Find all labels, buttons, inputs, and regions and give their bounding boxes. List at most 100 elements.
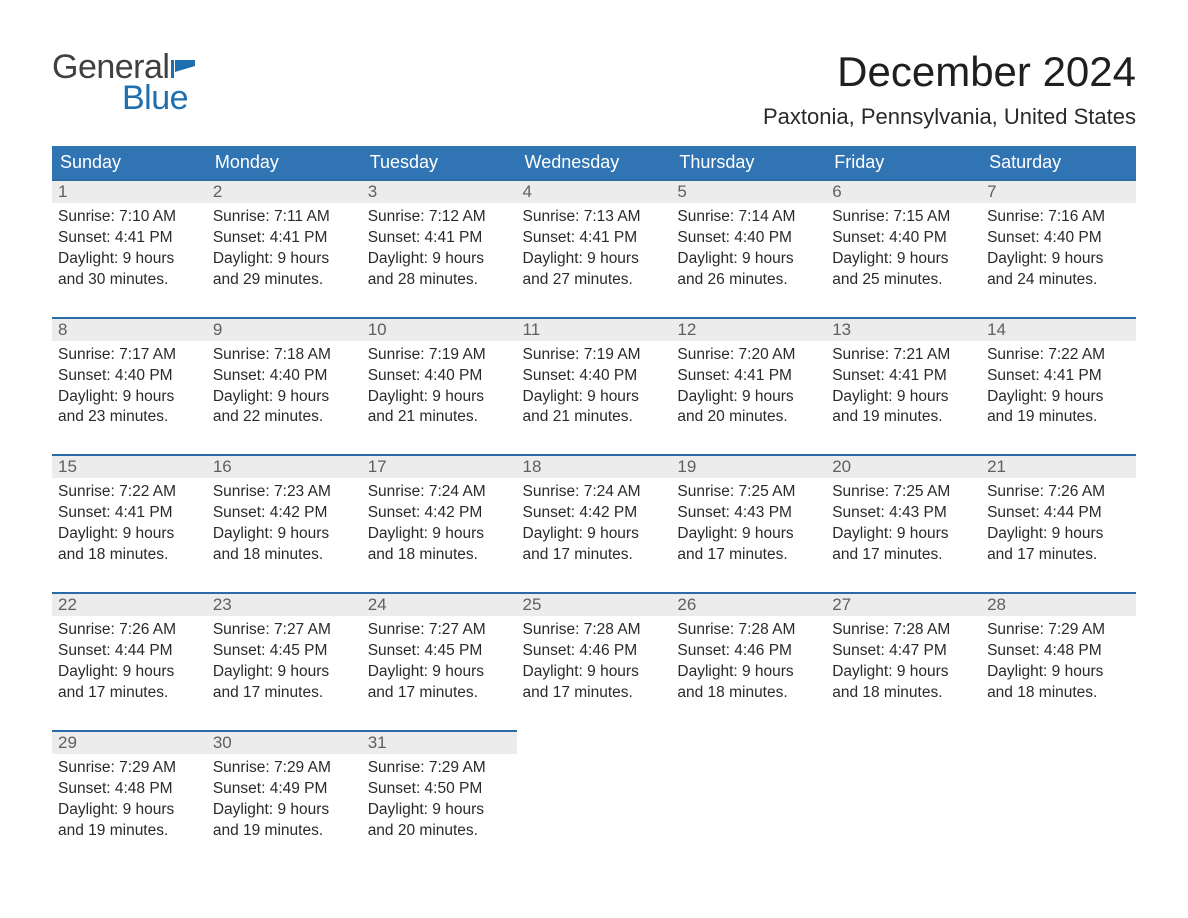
- sunrise-line: Sunrise: 7:24 AM: [368, 482, 511, 503]
- sunset-line: Sunset: 4:40 PM: [58, 366, 201, 387]
- calendar-cell: 31Sunrise: 7:29 AMSunset: 4:50 PMDayligh…: [362, 730, 517, 868]
- daylight-line-2: and 18 minutes.: [677, 683, 820, 704]
- sunrise-line: Sunrise: 7:18 AM: [213, 345, 356, 366]
- calendar-header: SundayMondayTuesdayWednesdayThursdayFrid…: [52, 146, 1136, 179]
- calendar-cell-empty: [826, 730, 981, 868]
- day-details: Sunrise: 7:11 AMSunset: 4:41 PMDaylight:…: [207, 203, 362, 317]
- sunrise-line: Sunrise: 7:11 AM: [213, 207, 356, 228]
- calendar-cell-empty: [981, 730, 1136, 868]
- calendar-cell: 24Sunrise: 7:27 AMSunset: 4:45 PMDayligh…: [362, 592, 517, 730]
- calendar-cell: 5Sunrise: 7:14 AMSunset: 4:40 PMDaylight…: [671, 179, 826, 317]
- daylight-line-2: and 18 minutes.: [832, 683, 975, 704]
- day-number: 26: [671, 594, 826, 616]
- calendar-cell: 21Sunrise: 7:26 AMSunset: 4:44 PMDayligh…: [981, 454, 1136, 592]
- day-number: 23: [207, 594, 362, 616]
- topbar: General Blue December 2024 Paxtonia, Pen…: [52, 48, 1136, 130]
- daylight-line-1: Daylight: 9 hours: [58, 524, 201, 545]
- daylight-line-1: Daylight: 9 hours: [368, 662, 511, 683]
- day-number: 1: [52, 181, 207, 203]
- sunrise-line: Sunrise: 7:20 AM: [677, 345, 820, 366]
- daylight-line-2: and 28 minutes.: [368, 270, 511, 291]
- day-details: Sunrise: 7:23 AMSunset: 4:42 PMDaylight:…: [207, 478, 362, 592]
- day-details: Sunrise: 7:29 AMSunset: 4:48 PMDaylight:…: [52, 754, 207, 868]
- day-number: 21: [981, 456, 1136, 478]
- sunset-line: Sunset: 4:41 PM: [368, 228, 511, 249]
- calendar-week-row: 15Sunrise: 7:22 AMSunset: 4:41 PMDayligh…: [52, 454, 1136, 592]
- sunrise-line: Sunrise: 7:27 AM: [213, 620, 356, 641]
- calendar-cell: 17Sunrise: 7:24 AMSunset: 4:42 PMDayligh…: [362, 454, 517, 592]
- calendar-cell-empty: [517, 730, 672, 868]
- day-details: Sunrise: 7:24 AMSunset: 4:42 PMDaylight:…: [362, 478, 517, 592]
- day-number: 12: [671, 319, 826, 341]
- daylight-line-2: and 19 minutes.: [213, 821, 356, 842]
- calendar-table: SundayMondayTuesdayWednesdayThursdayFrid…: [52, 146, 1136, 867]
- sunset-line: Sunset: 4:43 PM: [677, 503, 820, 524]
- sunset-line: Sunset: 4:41 PM: [987, 366, 1130, 387]
- calendar-cell: 12Sunrise: 7:20 AMSunset: 4:41 PMDayligh…: [671, 317, 826, 455]
- sunset-line: Sunset: 4:40 PM: [213, 366, 356, 387]
- calendar-cell: 22Sunrise: 7:26 AMSunset: 4:44 PMDayligh…: [52, 592, 207, 730]
- sunset-line: Sunset: 4:40 PM: [523, 366, 666, 387]
- sunrise-line: Sunrise: 7:24 AM: [523, 482, 666, 503]
- daylight-line-2: and 17 minutes.: [987, 545, 1130, 566]
- daylight-line-2: and 19 minutes.: [58, 821, 201, 842]
- sunrise-line: Sunrise: 7:29 AM: [987, 620, 1130, 641]
- day-details: Sunrise: 7:20 AMSunset: 4:41 PMDaylight:…: [671, 341, 826, 455]
- daylight-line-2: and 18 minutes.: [987, 683, 1130, 704]
- day-details: Sunrise: 7:27 AMSunset: 4:45 PMDaylight:…: [207, 616, 362, 730]
- daylight-line-1: Daylight: 9 hours: [58, 249, 201, 270]
- day-number: 20: [826, 456, 981, 478]
- sunset-line: Sunset: 4:44 PM: [58, 641, 201, 662]
- day-details: Sunrise: 7:22 AMSunset: 4:41 PMDaylight:…: [52, 478, 207, 592]
- daylight-line-1: Daylight: 9 hours: [677, 524, 820, 545]
- daylight-line-2: and 22 minutes.: [213, 407, 356, 428]
- calendar-cell: 1Sunrise: 7:10 AMSunset: 4:41 PMDaylight…: [52, 179, 207, 317]
- day-details: Sunrise: 7:24 AMSunset: 4:42 PMDaylight:…: [517, 478, 672, 592]
- day-number: 24: [362, 594, 517, 616]
- daylight-line-1: Daylight: 9 hours: [368, 249, 511, 270]
- calendar-week-row: 8Sunrise: 7:17 AMSunset: 4:40 PMDaylight…: [52, 317, 1136, 455]
- weekday-header: Saturday: [981, 146, 1136, 179]
- day-details: Sunrise: 7:25 AMSunset: 4:43 PMDaylight:…: [826, 478, 981, 592]
- daylight-line-2: and 20 minutes.: [368, 821, 511, 842]
- day-details: Sunrise: 7:12 AMSunset: 4:41 PMDaylight:…: [362, 203, 517, 317]
- day-number: 25: [517, 594, 672, 616]
- day-number: 7: [981, 181, 1136, 203]
- calendar-cell: 14Sunrise: 7:22 AMSunset: 4:41 PMDayligh…: [981, 317, 1136, 455]
- sunrise-line: Sunrise: 7:26 AM: [987, 482, 1130, 503]
- daylight-line-1: Daylight: 9 hours: [368, 524, 511, 545]
- day-details: Sunrise: 7:19 AMSunset: 4:40 PMDaylight:…: [362, 341, 517, 455]
- day-number: 17: [362, 456, 517, 478]
- day-number: 27: [826, 594, 981, 616]
- calendar-cell: 28Sunrise: 7:29 AMSunset: 4:48 PMDayligh…: [981, 592, 1136, 730]
- day-details: Sunrise: 7:22 AMSunset: 4:41 PMDaylight:…: [981, 341, 1136, 455]
- daylight-line-2: and 17 minutes.: [368, 683, 511, 704]
- sunrise-line: Sunrise: 7:29 AM: [213, 758, 356, 779]
- daylight-line-1: Daylight: 9 hours: [832, 662, 975, 683]
- sunset-line: Sunset: 4:40 PM: [368, 366, 511, 387]
- weekday-row: SundayMondayTuesdayWednesdayThursdayFrid…: [52, 146, 1136, 179]
- weekday-header: Tuesday: [362, 146, 517, 179]
- sunrise-line: Sunrise: 7:13 AM: [523, 207, 666, 228]
- sunrise-line: Sunrise: 7:15 AM: [832, 207, 975, 228]
- daylight-line-1: Daylight: 9 hours: [58, 800, 201, 821]
- daylight-line-2: and 26 minutes.: [677, 270, 820, 291]
- daylight-line-2: and 17 minutes.: [832, 545, 975, 566]
- daylight-line-2: and 18 minutes.: [58, 545, 201, 566]
- day-number: 10: [362, 319, 517, 341]
- daylight-line-1: Daylight: 9 hours: [368, 387, 511, 408]
- sunset-line: Sunset: 4:42 PM: [523, 503, 666, 524]
- day-details: Sunrise: 7:29 AMSunset: 4:48 PMDaylight:…: [981, 616, 1136, 730]
- day-number: 15: [52, 456, 207, 478]
- calendar-week-row: 22Sunrise: 7:26 AMSunset: 4:44 PMDayligh…: [52, 592, 1136, 730]
- sunrise-line: Sunrise: 7:12 AM: [368, 207, 511, 228]
- sunrise-line: Sunrise: 7:14 AM: [677, 207, 820, 228]
- day-number: 28: [981, 594, 1136, 616]
- daylight-line-1: Daylight: 9 hours: [58, 662, 201, 683]
- day-number: 19: [671, 456, 826, 478]
- day-number: 13: [826, 319, 981, 341]
- sunset-line: Sunset: 4:44 PM: [987, 503, 1130, 524]
- daylight-line-1: Daylight: 9 hours: [987, 662, 1130, 683]
- sunset-line: Sunset: 4:48 PM: [58, 779, 201, 800]
- sunrise-line: Sunrise: 7:17 AM: [58, 345, 201, 366]
